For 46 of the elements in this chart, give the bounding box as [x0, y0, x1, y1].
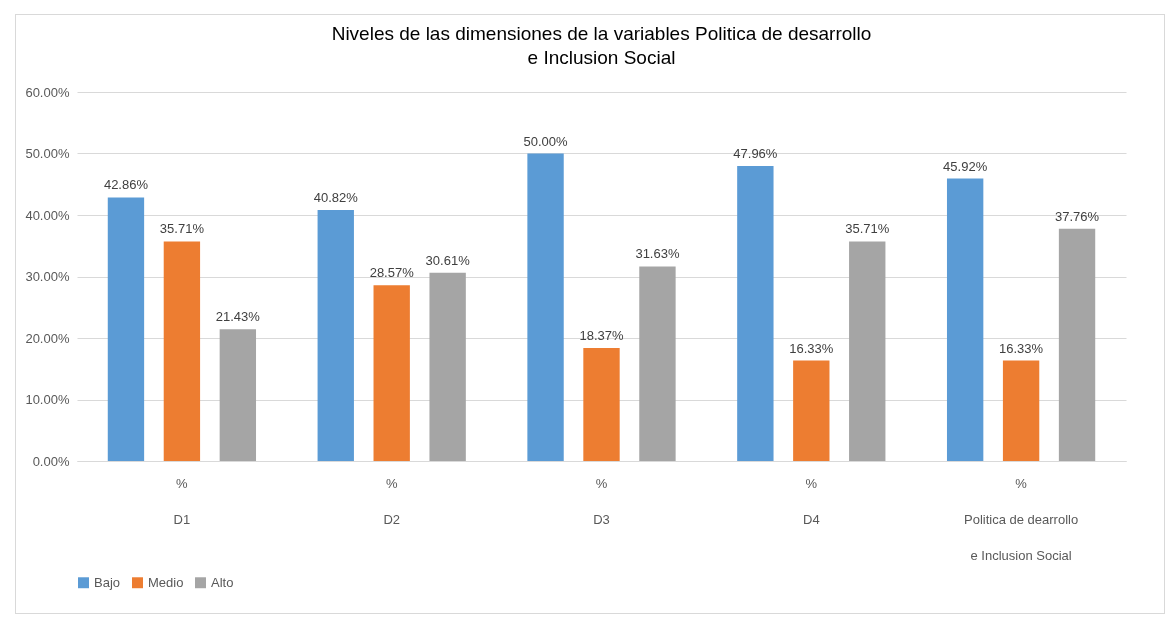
bar [429, 272, 466, 461]
data-label: 50.00% [523, 133, 569, 149]
y-tick-label: 50.00% [25, 146, 70, 161]
data-label: 47.96% [733, 146, 778, 162]
bar [583, 348, 620, 461]
category-label: % D3 [593, 475, 610, 527]
bar [1058, 228, 1096, 461]
bar [317, 209, 354, 461]
y-tick-label: 30.00% [25, 269, 70, 284]
y-tick-label: 20.00% [25, 330, 70, 346]
bar [849, 241, 886, 461]
data-label: 40.82% [313, 189, 359, 205]
data-label: 16.33% [789, 340, 834, 356]
legend-label: Bajo [94, 574, 121, 590]
bar [793, 360, 830, 461]
data-label: 18.37% [579, 328, 624, 344]
bar [527, 153, 564, 461]
legend-label: Alto [211, 574, 234, 590]
y-tick-label: 60.00% [25, 84, 70, 100]
data-label: 35.71% [845, 221, 890, 237]
data-label: 21.43% [215, 309, 261, 325]
y-tick-label: 0.00% [32, 453, 70, 469]
y-tick-label: 40.00% [25, 207, 70, 223]
data-label: 37.76% [1055, 208, 1100, 224]
bar [163, 241, 201, 461]
data-label: 45.92% [943, 158, 988, 174]
legend-label: Medio [148, 574, 184, 590]
data-label: 35.71% [159, 221, 205, 237]
bar [107, 197, 145, 461]
bar [737, 166, 774, 461]
bar [219, 329, 257, 461]
bar [639, 266, 676, 461]
data-label: 42.86% [103, 177, 149, 193]
y-tick-label: 10.00% [25, 392, 70, 407]
data-label: 31.63% [635, 246, 680, 262]
data-label: 30.61% [425, 252, 471, 268]
category-label: % D2 [383, 475, 401, 527]
category-label: % D1 [173, 475, 191, 527]
category-label: % D4 [802, 475, 820, 527]
data-label: 28.57% [369, 265, 415, 281]
data-label: 16.33% [999, 340, 1044, 356]
bar [946, 178, 984, 461]
bar [373, 285, 410, 461]
category-label: % Politica de dearrollo e Inclusion Social [964, 475, 1079, 563]
chart-title: Niveles de las dimensiones de la variables Politica de desarrollo e Inclusion Social [331, 23, 872, 68]
bar [1002, 360, 1040, 461]
